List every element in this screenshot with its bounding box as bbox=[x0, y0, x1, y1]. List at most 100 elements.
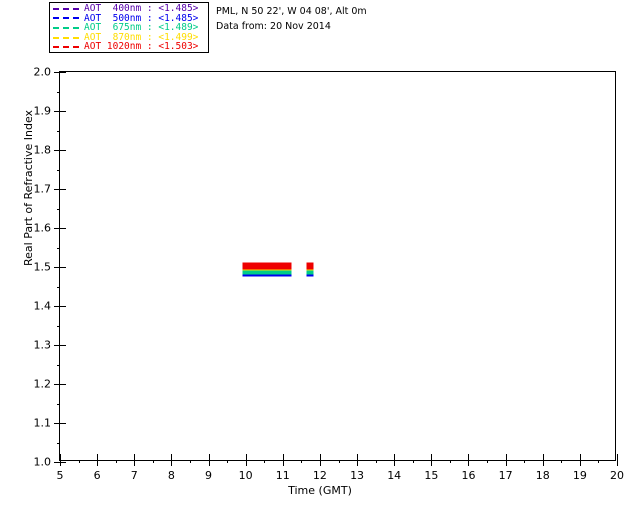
x-axis-tick-label: 19 bbox=[572, 469, 587, 482]
x-axis-tick-inner bbox=[579, 454, 581, 460]
y-axis-tick-label: 1.8 bbox=[33, 143, 52, 157]
plot-frame: 1.0 1.1 1.2 1.3 1.4 1.5 1.6 1.7 1.8 1.9 2.0 5 6 7 8 9 10… bbox=[34, 66, 625, 483]
x-axis-tick-label: 7 bbox=[130, 469, 138, 482]
legend-entry: AOT 870nm : <1.499> bbox=[50, 33, 208, 43]
legend-entry-label: AOT 870nm : <1.499> bbox=[84, 31, 199, 43]
x-axis-tick bbox=[134, 460, 136, 466]
legend-entry-label: AOT 675nm : <1.489> bbox=[84, 22, 199, 34]
y-axis-tick-label: 1.0 bbox=[33, 455, 52, 469]
x-axis-tick bbox=[468, 460, 470, 466]
x-axis-tick bbox=[505, 460, 507, 466]
x-axis-tick bbox=[171, 460, 173, 466]
y-axis-tick-label: 1.4 bbox=[33, 299, 52, 313]
data-point-marker bbox=[306, 262, 314, 270]
legend-entry-label: AOT 400nm : <1.485> bbox=[84, 3, 199, 14]
y-axis-tick bbox=[54, 150, 60, 151]
x-axis-tick-label: 20 bbox=[610, 469, 624, 482]
y-axis-tick bbox=[54, 111, 60, 112]
y-axis-tick bbox=[54, 189, 60, 190]
y-axis-tick-inner bbox=[60, 267, 66, 268]
x-axis-tick bbox=[579, 460, 581, 466]
x-axis-tick bbox=[245, 460, 247, 466]
y-axis-tick-label: 1.1 bbox=[33, 416, 52, 430]
y-axis-tick-label: 1.2 bbox=[33, 377, 52, 391]
x-axis-tick-inner bbox=[617, 454, 618, 460]
y-axis-minor-tick bbox=[57, 169, 60, 171]
y-axis-minor-tick bbox=[57, 208, 60, 210]
x-axis-tick-inner bbox=[505, 454, 507, 460]
x-axis-tick-label: 16 bbox=[461, 469, 476, 482]
y-axis-tick-inner bbox=[60, 462, 66, 463]
x-axis-tick-label: 14 bbox=[387, 469, 402, 482]
legend-line-swatch-icon bbox=[53, 7, 79, 10]
x-axis-minor-tick bbox=[264, 460, 266, 463]
x-axis-tick-label: 6 bbox=[93, 469, 101, 482]
x-axis-tick-inner bbox=[245, 454, 247, 460]
x-axis-minor-tick bbox=[412, 460, 414, 463]
y-axis-tick bbox=[54, 267, 60, 268]
y-axis-tick-inner bbox=[60, 306, 66, 307]
y-axis-tick-label: 1.9 bbox=[33, 104, 52, 118]
legend-line-swatch-icon bbox=[53, 36, 79, 39]
x-axis-tick-inner bbox=[542, 454, 544, 460]
y-axis-tick-inner bbox=[60, 345, 66, 346]
legend-entry-label: AOT 500nm : <1.485> bbox=[84, 12, 199, 24]
y-axis-tick-label: 1.3 bbox=[33, 338, 52, 352]
y-axis-minor-tick bbox=[57, 364, 60, 366]
y-axis-tick-label: 2.0 bbox=[33, 65, 52, 79]
site-location-line: PML, N 50 22', W 04 08', Alt 0m bbox=[216, 6, 367, 17]
x-axis-tick bbox=[617, 460, 618, 466]
x-axis-tick-label: 11 bbox=[275, 469, 290, 482]
y-axis-tick bbox=[54, 345, 60, 346]
y-axis-tick-label: 1.5 bbox=[33, 260, 52, 274]
x-axis-minor-tick bbox=[189, 460, 191, 463]
x-axis-tick-label: 9 bbox=[205, 469, 213, 482]
y-axis-tick-inner bbox=[60, 150, 66, 151]
x-axis-minor-tick bbox=[301, 460, 303, 463]
y-axis-minor-tick bbox=[57, 442, 60, 444]
x-axis-minor-tick bbox=[561, 460, 563, 463]
legend-entry: AOT 675nm : <1.489> bbox=[50, 23, 208, 33]
header-annotation: PML, N 50 22', W 04 08', Alt 0m Data from… bbox=[216, 4, 367, 34]
y-axis-minor-tick bbox=[57, 247, 60, 249]
x-axis-tick-label: 15 bbox=[424, 469, 439, 482]
legend-line-swatch-icon bbox=[53, 26, 79, 29]
x-axis-tick-inner bbox=[394, 454, 396, 460]
legend-line-swatch-icon bbox=[53, 46, 79, 49]
x-axis-minor-tick bbox=[487, 460, 489, 463]
x-axis-tick-inner bbox=[208, 454, 210, 460]
y-axis-tick bbox=[54, 462, 60, 463]
x-axis-tick-label: 17 bbox=[498, 469, 513, 482]
x-axis-tick-inner bbox=[60, 454, 61, 460]
x-axis-minor-tick bbox=[375, 460, 377, 463]
x-axis-tick bbox=[60, 460, 61, 466]
y-axis-minor-tick bbox=[57, 91, 60, 93]
data-point-marker bbox=[284, 262, 292, 270]
x-axis-tick bbox=[394, 460, 396, 466]
y-axis-tick bbox=[54, 384, 60, 385]
x-axis-tick bbox=[208, 460, 210, 466]
x-axis-minor-tick bbox=[338, 460, 340, 463]
x-axis-tick bbox=[357, 460, 359, 466]
y-axis-minor-tick bbox=[57, 403, 60, 405]
x-axis-tick-inner bbox=[134, 454, 136, 460]
y-axis-minor-tick bbox=[57, 130, 60, 132]
legend-line-swatch-icon bbox=[53, 17, 79, 20]
x-axis-tick-label: 12 bbox=[312, 469, 327, 482]
x-axis-tick bbox=[431, 460, 433, 466]
y-axis-tick-inner bbox=[60, 228, 66, 229]
x-axis-tick bbox=[282, 460, 284, 466]
x-axis-tick-label: 18 bbox=[535, 469, 550, 482]
y-axis-tick-label: 1.6 bbox=[33, 221, 52, 235]
x-axis-minor-tick bbox=[115, 460, 117, 463]
x-axis-minor-tick bbox=[598, 460, 600, 463]
x-axis-minor-tick bbox=[227, 460, 229, 463]
x-axis-minor-tick bbox=[449, 460, 451, 463]
x-axis-tick bbox=[319, 460, 321, 466]
y-axis-tick bbox=[54, 72, 60, 73]
x-axis-tick-inner bbox=[319, 454, 321, 460]
x-axis-minor-tick bbox=[524, 460, 526, 463]
plot-area bbox=[60, 72, 615, 460]
x-axis-minor-tick bbox=[152, 460, 154, 463]
x-axis-minor-tick bbox=[78, 460, 80, 463]
